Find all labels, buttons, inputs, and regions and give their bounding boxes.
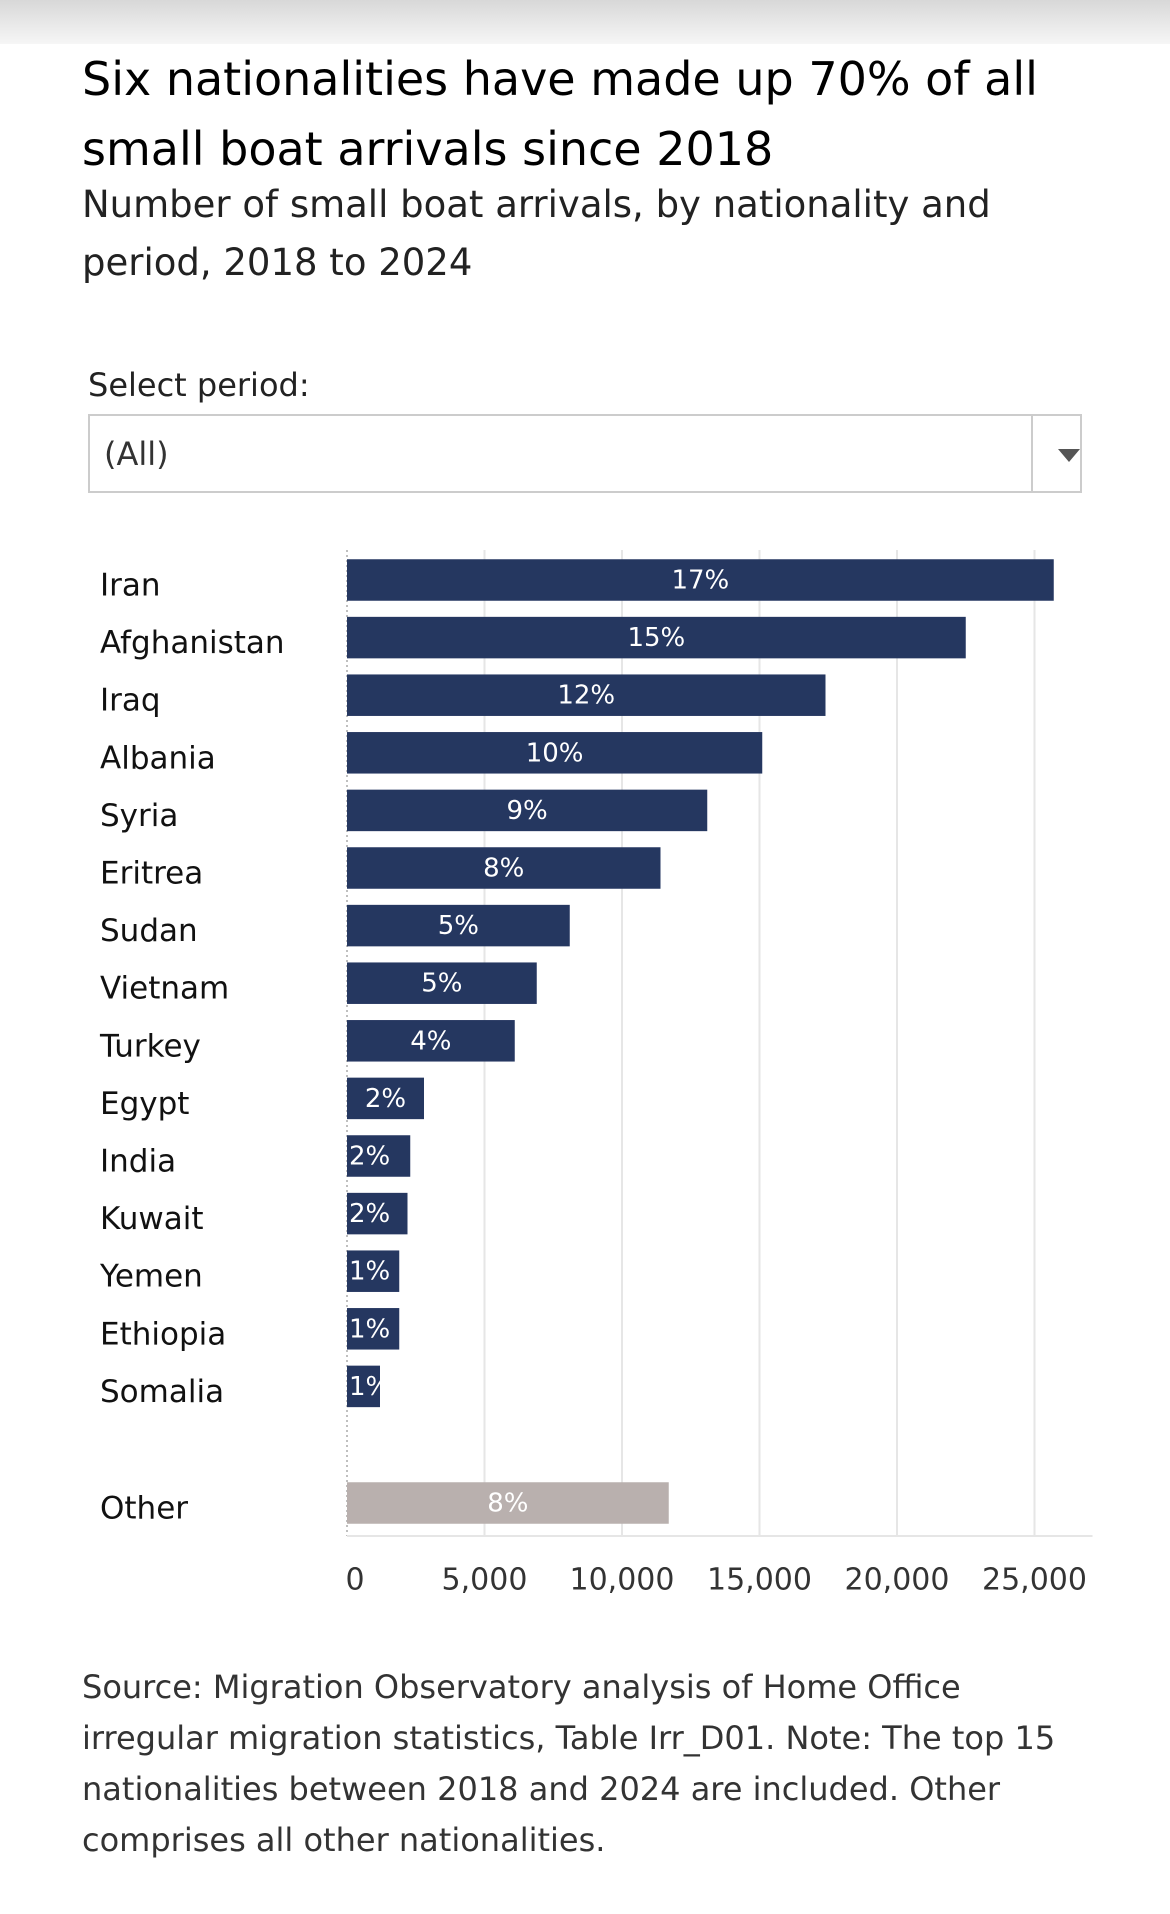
category-label: Somalia: [100, 1374, 224, 1410]
x-tick-label: 15,000: [707, 1563, 812, 1598]
bar-label: 5%: [421, 969, 462, 999]
bar: [347, 904, 570, 947]
x-tick-label: 25,000: [982, 1563, 1087, 1598]
dropdown-value: (All): [104, 435, 169, 473]
bar: [347, 616, 966, 659]
bar-label: 1%: [349, 1372, 390, 1402]
bar-label: 2%: [349, 1142, 390, 1172]
bar: [347, 1135, 411, 1177]
period-dropdown[interactable]: (All): [88, 414, 1082, 493]
bar-label: 5%: [438, 911, 479, 941]
category-label: Ethiopia: [100, 1316, 226, 1352]
bar: [347, 1482, 669, 1524]
category-label: Kuwait: [100, 1201, 204, 1237]
bar: [347, 1365, 380, 1408]
bar: [347, 674, 826, 716]
category-label: Other: [100, 1491, 188, 1527]
category-label: Yemen: [99, 1259, 203, 1295]
bar-label: 10%: [526, 738, 584, 768]
bar: [347, 962, 537, 1004]
filter-label: Select period:: [88, 366, 310, 404]
bar-label: 2%: [349, 1199, 390, 1229]
bar: [347, 732, 763, 774]
bar: [347, 1192, 408, 1235]
chart-subtitle: Number of small boat arrivals, by nation…: [82, 183, 991, 284]
category-label: Eritrea: [100, 856, 203, 892]
bar-label: 8%: [483, 854, 524, 884]
category-label: Turkey: [99, 1028, 201, 1064]
bar: [347, 789, 708, 832]
category-label: Albania: [100, 740, 216, 776]
bar: [347, 559, 1054, 601]
bar-label: 1%: [349, 1257, 390, 1287]
bar: [347, 1020, 515, 1062]
x-tick-label: 5,000: [442, 1563, 528, 1598]
bar-label: 2%: [365, 1084, 406, 1114]
bar-label: 1%: [349, 1314, 390, 1344]
category-label: Sudan: [100, 913, 198, 949]
category-label: Iraq: [100, 683, 161, 719]
chart: 0 5,000 10,000 15,000 20,000 25,000 Iran 17% Afg…: [99, 550, 1093, 1598]
bar-label: 17%: [671, 566, 729, 596]
category-label: Vietnam: [100, 971, 229, 1007]
x-tick-label: 0: [345, 1563, 364, 1598]
category-label: Syria: [100, 798, 178, 834]
x-tick-label: 10,000: [570, 1563, 675, 1598]
category-label: Egypt: [100, 1086, 189, 1122]
bar: [347, 1308, 400, 1350]
category-label: India: [100, 1144, 176, 1180]
source-note: Source: Migration Observatory analysis o…: [82, 1668, 1056, 1859]
dropdown-divider: [1031, 416, 1033, 491]
bar-label: 9%: [507, 796, 548, 826]
dropdown-arrow[interactable]: [1058, 449, 1080, 462]
bar-label: 8%: [487, 1489, 528, 1519]
category-label: Iran: [100, 568, 161, 604]
bar-label: 15%: [627, 623, 685, 653]
bar: [347, 1077, 424, 1120]
bar-label: 12%: [557, 681, 615, 711]
bar-label: 4%: [410, 1026, 451, 1056]
category-label: Afghanistan: [100, 625, 285, 661]
x-tick-label: 20,000: [845, 1563, 950, 1598]
chart-title: Six nationalities have made up 70% of al…: [82, 52, 1038, 176]
bar: [347, 847, 661, 889]
top-bar: [0, 0, 1170, 44]
bar: [347, 1250, 400, 1292]
